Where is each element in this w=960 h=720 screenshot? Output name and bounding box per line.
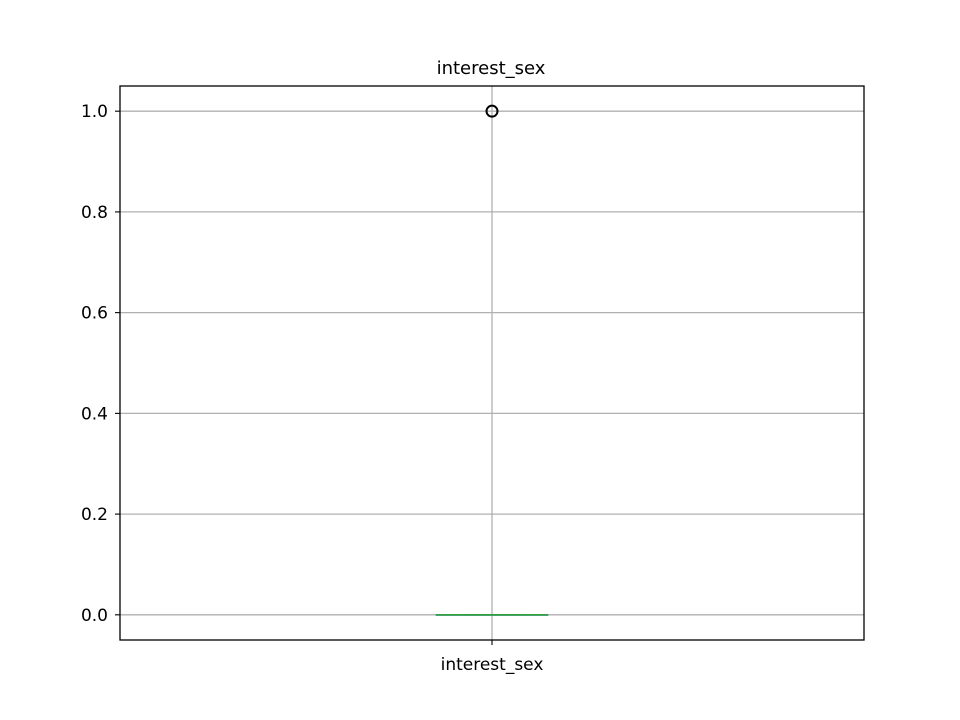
y-tick-label: 0.0 xyxy=(81,606,108,626)
x-axis: interest_sex xyxy=(441,640,544,675)
y-tick-label: 0.2 xyxy=(81,505,108,525)
flier-point xyxy=(485,104,499,118)
y-axis: 0.0 0.2 0.4 0.6 0.8 1.0 xyxy=(81,102,120,626)
grid-lines xyxy=(120,86,864,640)
x-tick-label: interest_sex xyxy=(441,655,544,675)
box-plot-marks xyxy=(435,104,549,616)
y-tick-label: 0.4 xyxy=(81,404,108,424)
y-tick-label: 0.8 xyxy=(81,203,108,223)
chart-title: interest_sex xyxy=(437,58,546,79)
y-tick-label: 0.6 xyxy=(81,304,108,324)
y-tick-label: 1.0 xyxy=(81,102,108,122)
axes-frame xyxy=(119,85,865,641)
